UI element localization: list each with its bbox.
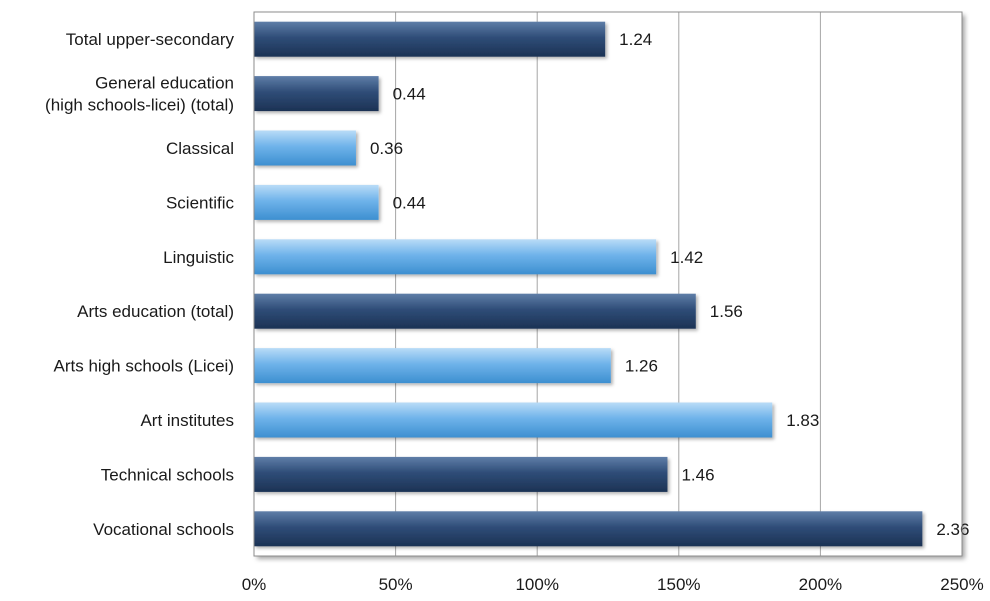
x-tick-label: 250% [940, 575, 983, 594]
category-label: Scientific [166, 193, 235, 212]
category-label: Vocational schools [93, 520, 234, 539]
bar [254, 21, 606, 57]
data-label: 1.83 [786, 411, 819, 430]
plot-border [253, 11, 963, 557]
bar [254, 184, 379, 220]
category-labels: Total upper-secondary General education (h… [45, 30, 234, 539]
data-label: 1.24 [619, 30, 652, 49]
bars [254, 21, 923, 547]
bar [254, 293, 696, 329]
data-label: 1.42 [670, 248, 703, 267]
bar [254, 76, 379, 112]
x-tick-label: 200% [799, 575, 842, 594]
category-label: Arts education (total) [77, 302, 234, 321]
bar [254, 239, 657, 275]
data-label: 1.46 [681, 465, 714, 484]
bar [254, 348, 611, 384]
x-axis-ticks: 0% 50% 100% 150% 200% 250% [242, 575, 984, 594]
x-tick-label: 50% [379, 575, 413, 594]
category-label: Total upper-secondary [66, 30, 235, 49]
data-label: 1.26 [625, 357, 658, 376]
category-label: Linguistic [163, 248, 234, 267]
x-tick-label: 150% [657, 575, 700, 594]
x-tick-label: 100% [515, 575, 558, 594]
bar [254, 511, 923, 547]
category-label: General education [95, 74, 234, 93]
category-label: Arts high schools (Licei) [54, 357, 234, 376]
data-label: 0.44 [393, 193, 426, 212]
data-label: 1.56 [710, 302, 743, 321]
data-label: 0.36 [370, 139, 403, 158]
data-label: 0.44 [393, 85, 426, 104]
category-label: Technical schools [101, 465, 234, 484]
bar [254, 130, 356, 166]
category-label: Classical [166, 139, 234, 158]
x-tick-label: 0% [242, 575, 267, 594]
bar [254, 456, 668, 492]
category-label: Art institutes [140, 411, 234, 430]
category-label: (high schools-licei) (total) [45, 96, 234, 115]
data-label: 2.36 [936, 520, 969, 539]
bar [254, 402, 773, 438]
data-labels: 1.24 0.44 0.36 0.44 1.42 1.56 1.26 1.83 1.46 2.36 [370, 30, 969, 539]
